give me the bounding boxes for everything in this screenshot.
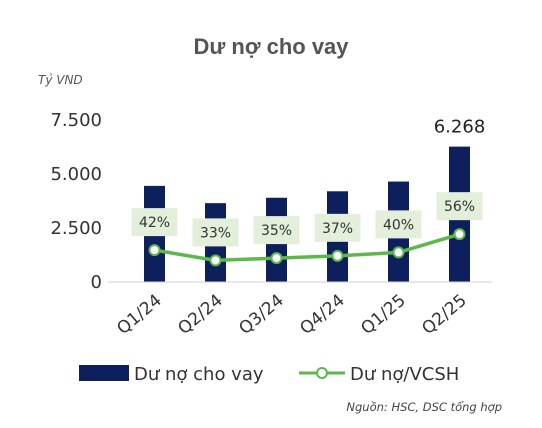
ratio-point-Q4/24 [331,249,344,262]
source-note: Nguồn: HSC, DSC tổng hợp [346,400,502,414]
x-tick-label: Q1/24 [113,291,165,339]
ratio-value-label: 40% [383,217,414,233]
ratio-point-Q3/24 [270,252,283,265]
ratio-value-label: 56% [444,199,475,215]
legend: Dư nợ cho vay Dư nợ/VCSH [79,364,459,385]
legend-line-label: Dư nợ/VCSH [350,364,459,385]
ratio-label-box [375,210,422,239]
ratio-label-box [314,213,361,242]
x-tick-label: Q1/25 [357,291,409,339]
ratio-line-series [148,228,466,267]
legend-bar-swatch [79,365,129,381]
y-tick-label: 0 [91,272,102,293]
x-axis-ticks: Q1/24 Q2/24 Q3/24 Q4/24 Q1/25 Q2/25 [113,291,470,339]
y-tick-label: 5.000 [50,164,102,185]
x-tick-label: Q2/25 [418,291,470,339]
ratio-value-label: 37% [322,221,353,237]
ratio-point-Q2/24 [209,254,222,267]
ratio-label-box [436,192,483,221]
ratio-value-label: 35% [261,223,292,239]
y-axis-ticks: 0 2.500 5.000 7.500 [50,110,102,293]
ratio-point-Q2/25 [453,228,466,241]
ratio-point-Q1/24 [148,244,161,257]
x-tick-label: Q2/24 [174,291,226,339]
x-tick-label: Q3/24 [235,291,287,339]
legend-line-marker [316,367,328,379]
bar-value-label: 6.268 [434,117,486,138]
ratio-value-label: 42% [139,215,170,231]
ratio-value-label: 33% [200,225,231,241]
y-tick-label: 2.500 [50,218,102,239]
bar-data-labels: 6.268 [434,117,486,138]
ratio-label-box [253,216,300,245]
x-tick-label: Q4/24 [296,291,348,339]
y-unit-label: Tỷ VND [38,73,83,87]
ratio-label-box [131,208,178,237]
ratio-point-Q1/25 [392,246,405,259]
chart-title: Dư nợ cho vay [193,34,349,59]
y-tick-label: 7.500 [50,110,102,131]
ratio-label-box [192,218,239,247]
legend-bar-label: Dư nợ cho vay [134,364,264,385]
ratio-data-labels: 42% 33% 35% 37% 40% 56% [131,192,483,247]
ratio-line [154,232,461,263]
